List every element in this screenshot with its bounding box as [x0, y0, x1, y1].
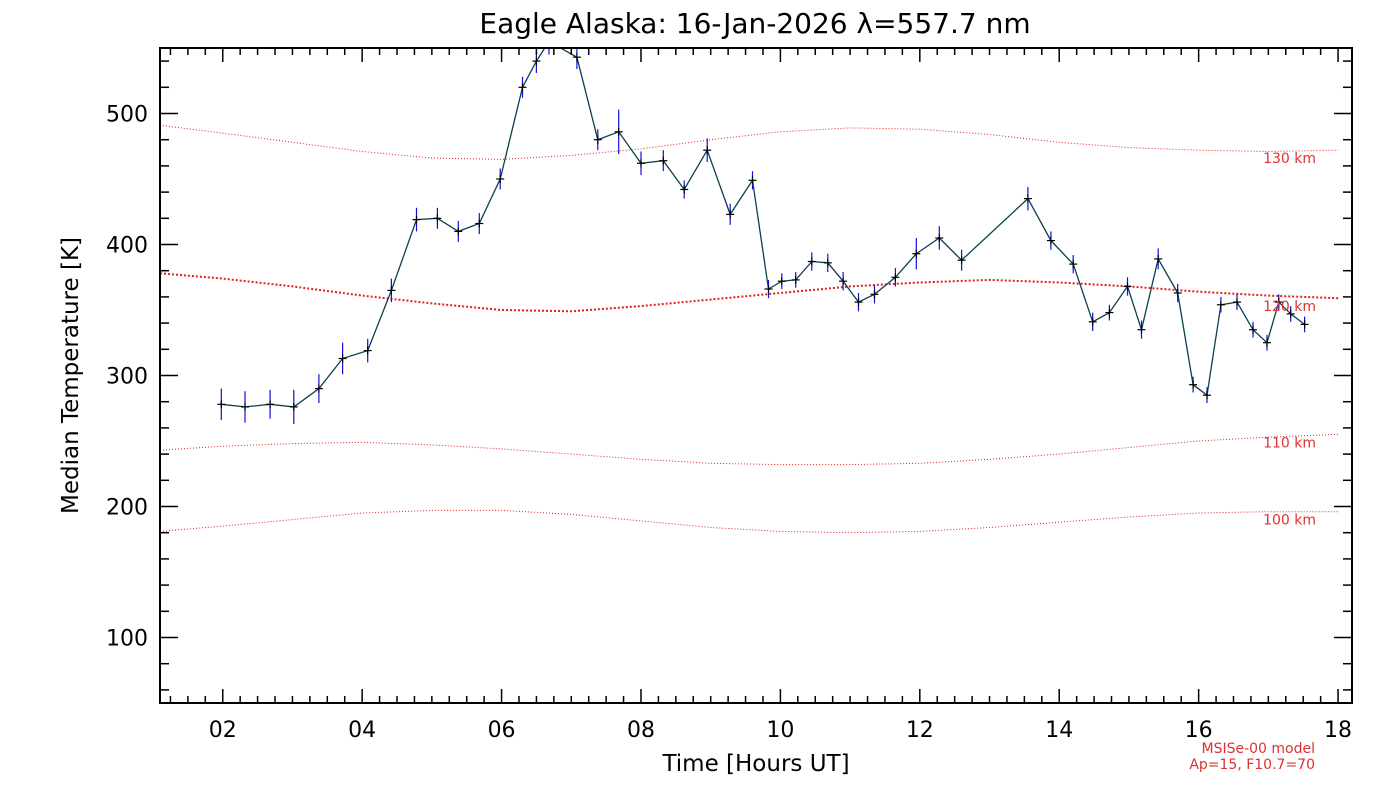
y-tick-label: 500	[106, 103, 148, 128]
data-point	[854, 298, 863, 307]
y-axis-label: Median Temperature [K]	[58, 237, 84, 514]
data-point	[870, 290, 879, 299]
x-tick-label: 12	[906, 718, 934, 743]
data-point	[217, 400, 226, 409]
x-tick-label: 10	[766, 718, 794, 743]
data-point	[387, 286, 396, 295]
x-tick-label: 18	[1324, 718, 1352, 743]
data-point	[266, 400, 275, 409]
y-tick-label: 200	[106, 496, 148, 521]
data-point	[1274, 298, 1283, 307]
data-point	[289, 402, 298, 411]
series-line	[221, 48, 1305, 408]
data-point	[1286, 309, 1295, 318]
data-point	[637, 159, 645, 168]
data-point	[1189, 380, 1198, 389]
model-curve-120-km	[160, 272, 1339, 313]
data-point	[433, 214, 442, 223]
x-tick-label: 04	[348, 718, 376, 743]
chart-title: Eagle Alaska: 16-Jan-2026 λ=557.7 nm	[479, 7, 1030, 40]
model-curve-label: 110 km	[1263, 435, 1316, 451]
data-point	[518, 83, 527, 92]
data-point	[1173, 289, 1182, 297]
data-point	[891, 273, 900, 282]
data-point	[363, 346, 372, 355]
plot-frame	[159, 47, 1353, 704]
data-point	[764, 285, 773, 293]
data-point	[572, 53, 581, 62]
data-point	[1263, 338, 1271, 347]
data-point	[1233, 298, 1241, 307]
x-tick-label: 02	[209, 718, 237, 743]
data-point	[614, 127, 623, 136]
data-point	[1069, 260, 1078, 269]
axis-ticks	[160, 48, 1352, 703]
data-point	[1154, 254, 1163, 263]
x-tick-label: 06	[488, 718, 516, 743]
data-point	[532, 57, 541, 66]
data-series	[217, 48, 1309, 424]
data-point	[680, 185, 689, 194]
data-point	[1203, 391, 1211, 400]
model-curves	[160, 124, 1339, 534]
data-point	[791, 275, 800, 284]
data-point	[1137, 325, 1146, 334]
data-point	[593, 135, 602, 144]
data-point	[1216, 300, 1225, 309]
data-point	[839, 277, 848, 286]
model-curve-label: 120 km	[1263, 299, 1316, 315]
data-point	[1046, 236, 1055, 245]
x-axis-label: Time [Hours UT]	[661, 751, 849, 777]
data-point	[314, 384, 323, 393]
data-point	[748, 176, 757, 185]
data-point	[496, 175, 505, 183]
data-point	[807, 257, 816, 266]
model-curve-130-km	[160, 124, 1339, 160]
data-point	[241, 402, 249, 411]
data-point	[1023, 194, 1032, 203]
data-point	[412, 215, 421, 224]
data-point	[338, 354, 347, 363]
data-point	[912, 249, 921, 258]
model-curve-110-km	[160, 433, 1339, 466]
data-point	[1105, 308, 1114, 317]
model-note-line2: Ap=15, F10.7=70	[1189, 757, 1315, 773]
data-point	[659, 156, 668, 165]
data-point	[823, 258, 832, 267]
data-point	[935, 234, 944, 242]
y-tick-label: 400	[106, 234, 148, 259]
data-point	[703, 146, 712, 155]
data-point	[1300, 320, 1309, 329]
data-point	[475, 219, 484, 228]
model-curve-label: 100 km	[1263, 513, 1316, 529]
y-tick-label: 100	[106, 627, 148, 652]
model-curve-label: 130 km	[1263, 151, 1316, 167]
x-tick-label: 16	[1185, 718, 1213, 743]
y-tick-label: 300	[106, 365, 148, 390]
data-point	[726, 210, 735, 219]
x-tick-label: 14	[1045, 718, 1073, 743]
data-point	[1088, 317, 1097, 326]
data-point	[957, 256, 966, 265]
model-note-line1: MSISe-00 model	[1201, 741, 1315, 757]
data-point	[1123, 282, 1132, 291]
data-point	[454, 227, 463, 236]
x-tick-label: 08	[627, 718, 655, 743]
data-point	[1249, 325, 1257, 334]
model-curve-100-km	[160, 509, 1339, 534]
data-point	[777, 277, 786, 286]
